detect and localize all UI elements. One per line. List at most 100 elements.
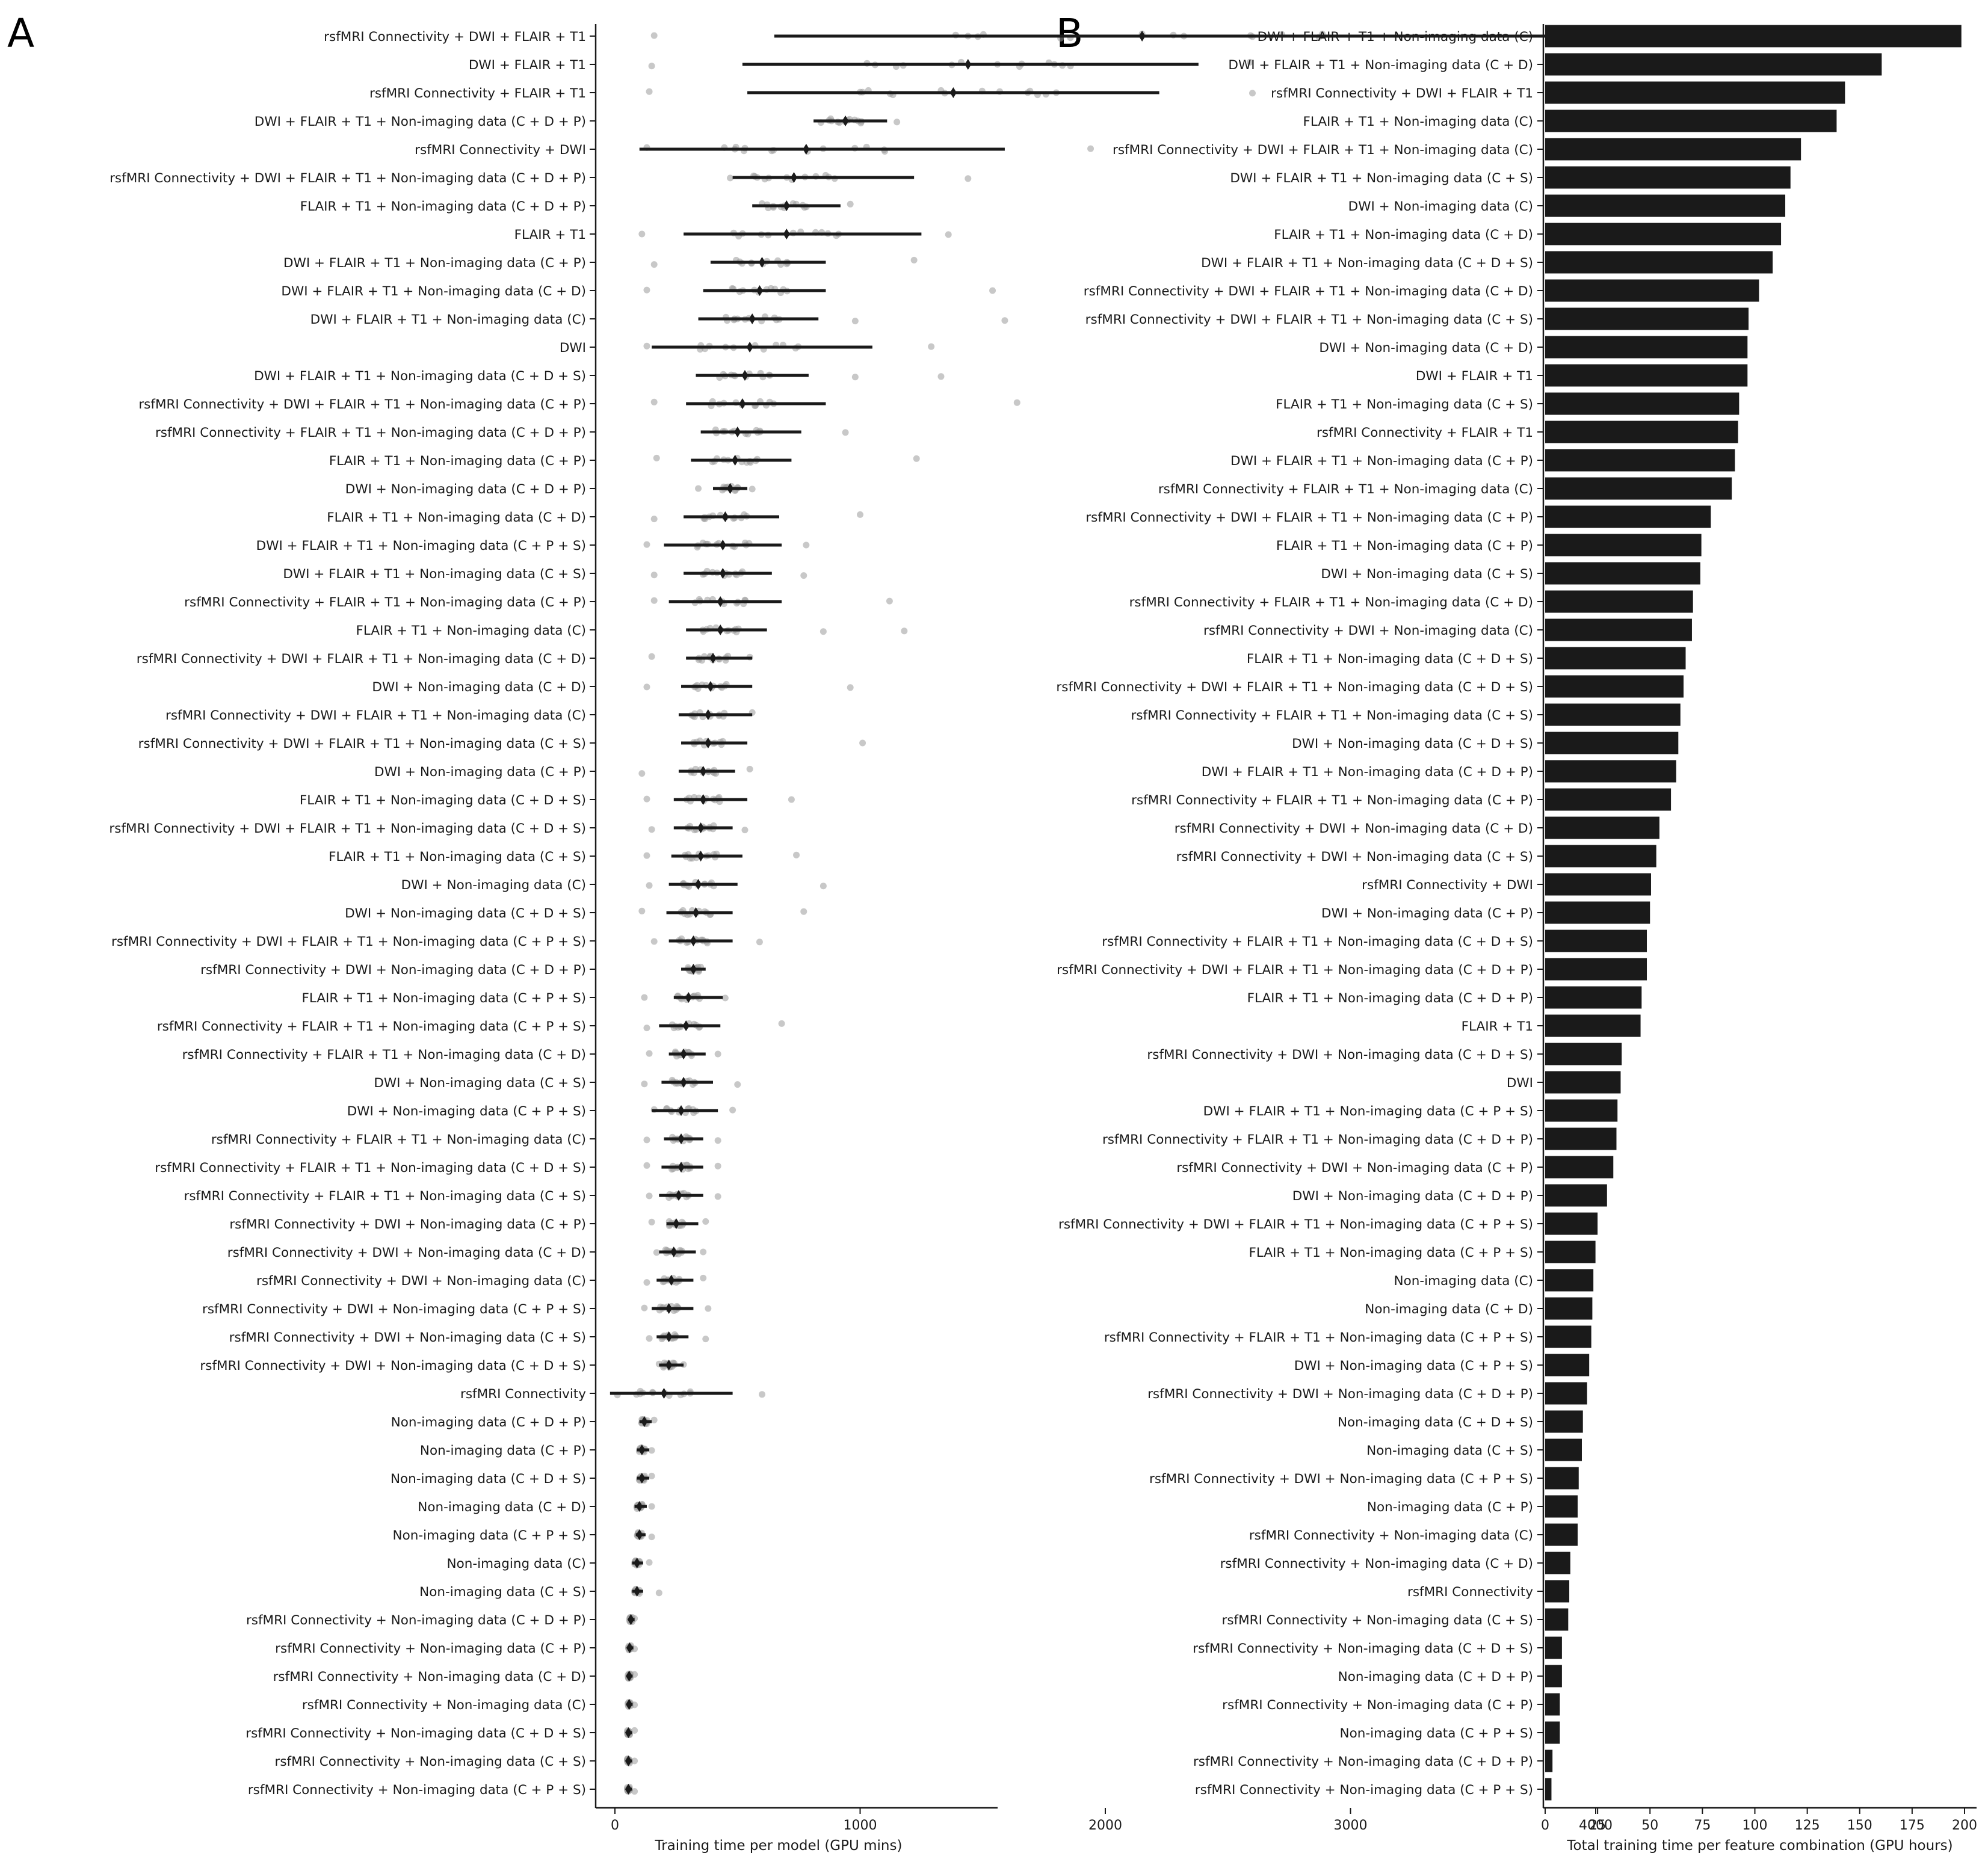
panel-b-bar — [1545, 25, 1962, 48]
panel-a-mean-marker — [673, 1218, 680, 1229]
panel-b-bar — [1545, 279, 1759, 302]
panel-b-bar — [1545, 1693, 1560, 1716]
panel-a-point — [756, 939, 763, 946]
panel-a-point — [945, 231, 952, 238]
panel-a-mean-marker — [678, 1133, 685, 1144]
panel-a-point — [1013, 399, 1020, 406]
panel-a-category-label: FLAIR + T1 + Non-imaging data (C + D) — [327, 510, 586, 525]
panel-a-category-label: rsfMRI Connectivity + FLAIR + T1 + Non-i… — [157, 1019, 586, 1034]
panel-a-mean-marker — [675, 1190, 682, 1201]
panel-b-bar — [1545, 449, 1735, 472]
panel-a-point — [702, 1336, 709, 1343]
panel-a-category-label: DWI + Non-imaging data (C + S) — [374, 1076, 586, 1091]
panel-b-bar — [1545, 1043, 1622, 1065]
panel-b-category-label: Non-imaging data (C + D) — [1365, 1302, 1533, 1317]
panel-a-category-label: DWI + Non-imaging data (C + P) — [374, 765, 586, 780]
panel-b-bar — [1545, 788, 1672, 811]
panel-a-point — [631, 1701, 638, 1709]
panel-b-label: B — [1056, 10, 1083, 57]
panel-a-point — [641, 994, 648, 1001]
panel-a-point — [820, 628, 827, 635]
panel-b-x-tick-label: 125 — [1795, 1818, 1820, 1833]
panel-b-category-label: rsfMRI Connectivity + FLAIR + T1 + Non-i… — [1131, 793, 1533, 808]
panel-a-mean-marker — [1138, 31, 1146, 42]
panel-a-category-label: rsfMRI Connectivity + DWI + Non-imaging … — [227, 1245, 586, 1260]
panel-b-category-label: DWI + Non-imaging data (C + D + P) — [1292, 1189, 1533, 1204]
panel-b-category-label: rsfMRI Connectivity + Non-imaging data (… — [1193, 1754, 1533, 1769]
panel-a-mean-marker — [727, 483, 734, 494]
panel-a-point — [650, 1416, 658, 1423]
panel-b-x-tick-label: 50 — [1641, 1818, 1658, 1833]
panel-b-x-tick-label: 100 — [1743, 1818, 1768, 1833]
panel-b-category-label: rsfMRI Connectivity + DWI + FLAIR + T1 — [1271, 86, 1533, 101]
panel-a-category-label: FLAIR + T1 + Non-imaging data (C + P) — [329, 454, 586, 469]
panel-a-mean-markers — [625, 31, 1146, 1795]
panel-b-category-label: rsfMRI Connectivity + Non-imaging data (… — [1220, 1556, 1533, 1571]
panel-a-point — [643, 1136, 650, 1144]
panel-a-point — [749, 486, 756, 493]
panel-a-category-label: rsfMRI Connectivity + DWI + FLAIR + T1 +… — [165, 708, 586, 723]
panel-b-category-label: rsfMRI Connectivity + DWI + Non-imaging … — [1176, 849, 1533, 865]
panel-a-point — [1087, 145, 1094, 152]
panel-a-point — [648, 1447, 655, 1454]
panel-b-category-label: rsfMRI Connectivity + FLAIR + T1 — [1317, 425, 1533, 440]
panel-a-point — [643, 342, 650, 350]
panel-a-point — [650, 398, 658, 405]
panel-b-category-label: FLAIR + T1 + Non-imaging data (C + P) — [1276, 538, 1533, 553]
panel-b-category-label: Non-imaging data (C + S) — [1366, 1443, 1533, 1458]
panel-b-category-label: rsfMRI Connectivity + DWI + FLAIR + T1 +… — [1084, 284, 1533, 299]
panel-a-mean-marker — [705, 738, 712, 748]
panel-b-bar — [1545, 392, 1739, 415]
panel-a-mean-marker — [680, 1077, 687, 1088]
panel-b-category-label: rsfMRI Connectivity + DWI + FLAIR + T1 +… — [1085, 510, 1533, 525]
panel-a-point — [648, 1534, 655, 1541]
panel-a-mean-marker — [719, 568, 726, 579]
panel-a-point — [655, 1589, 662, 1597]
panel-a-point — [643, 795, 650, 803]
panel-a-point — [638, 907, 646, 914]
panel-b-bar — [1545, 1580, 1570, 1603]
panel-b-category-label: rsfMRI Connectivity + DWI + FLAIR + T1 +… — [1057, 963, 1533, 978]
panel-b-x-tick-label: 200 — [1952, 1818, 1977, 1833]
panel-a-point — [643, 852, 650, 859]
panel-a-point — [820, 883, 827, 890]
panel-a-point — [650, 938, 658, 945]
panel-a-category-label: rsfMRI Connectivity + FLAIR + T1 + Non-i… — [182, 1047, 586, 1062]
panel-a-category-label: DWI + FLAIR + T1 — [469, 58, 586, 73]
panel-a-category-label: rsfMRI Connectivity + FLAIR + T1 + Non-i… — [155, 425, 586, 440]
panel-a-mean-marker — [842, 116, 849, 126]
panel-b-bar — [1545, 1749, 1553, 1772]
panel-b-x-axis-label: Total training time per feature combinat… — [1566, 1838, 1952, 1854]
panel-a-mean-marker — [734, 427, 741, 437]
panel-a-mean-marker — [690, 936, 697, 946]
panel-b-category-label: DWI + FLAIR + T1 — [1416, 369, 1533, 384]
panel-b-category-label: Non-imaging data (C + D + P) — [1338, 1669, 1533, 1685]
panel-b-bar — [1545, 477, 1732, 500]
panel-b-category-label: rsfMRI Connectivity — [1407, 1585, 1533, 1600]
panel-b-category-label: rsfMRI Connectivity + DWI — [1362, 878, 1533, 893]
panel-a-category-label: rsfMRI Connectivity + FLAIR + T1 + Non-i… — [184, 595, 586, 610]
panel-a-point — [646, 1559, 653, 1566]
panel-a-chart: rsfMRI Connectivity + DWI + FLAIR + T1 DW… — [109, 24, 1613, 1854]
panel-a-point — [648, 63, 655, 70]
panel-a-point — [648, 826, 655, 833]
panel-b-category-label: FLAIR + T1 — [1462, 1019, 1533, 1034]
panel-a-category-label: Non-imaging data (C + D + S) — [390, 1472, 586, 1487]
panel-a-mean-marker — [741, 370, 749, 381]
panel-a-mean-marker — [626, 1671, 633, 1682]
panel-b-bar — [1545, 1552, 1570, 1574]
panel-b-bar — [1545, 1495, 1578, 1518]
panel-a-mean-marker — [627, 1614, 634, 1625]
panel-a-mean-marker — [665, 1303, 673, 1314]
panel-b-category-label: DWI + FLAIR + T1 + Non-imaging data (C +… — [1228, 58, 1533, 73]
panel-a-category-label: Non-imaging data (C + S) — [419, 1585, 586, 1600]
panel-a-point — [800, 908, 807, 915]
panel-a-category-label: rsfMRI Connectivity + DWI + Non-imaging … — [256, 1274, 586, 1289]
panel-b-category-label: FLAIR + T1 + Non-imaging data (C) — [1303, 114, 1534, 129]
panel-a-point — [746, 765, 753, 772]
panel-a-point — [965, 175, 972, 182]
panel-b-category-label: FLAIR + T1 + Non-imaging data (C + D) — [1274, 227, 1533, 242]
panel-a-point — [759, 1391, 765, 1398]
panel-a-x-tick-label: 4000 — [1579, 1818, 1613, 1833]
